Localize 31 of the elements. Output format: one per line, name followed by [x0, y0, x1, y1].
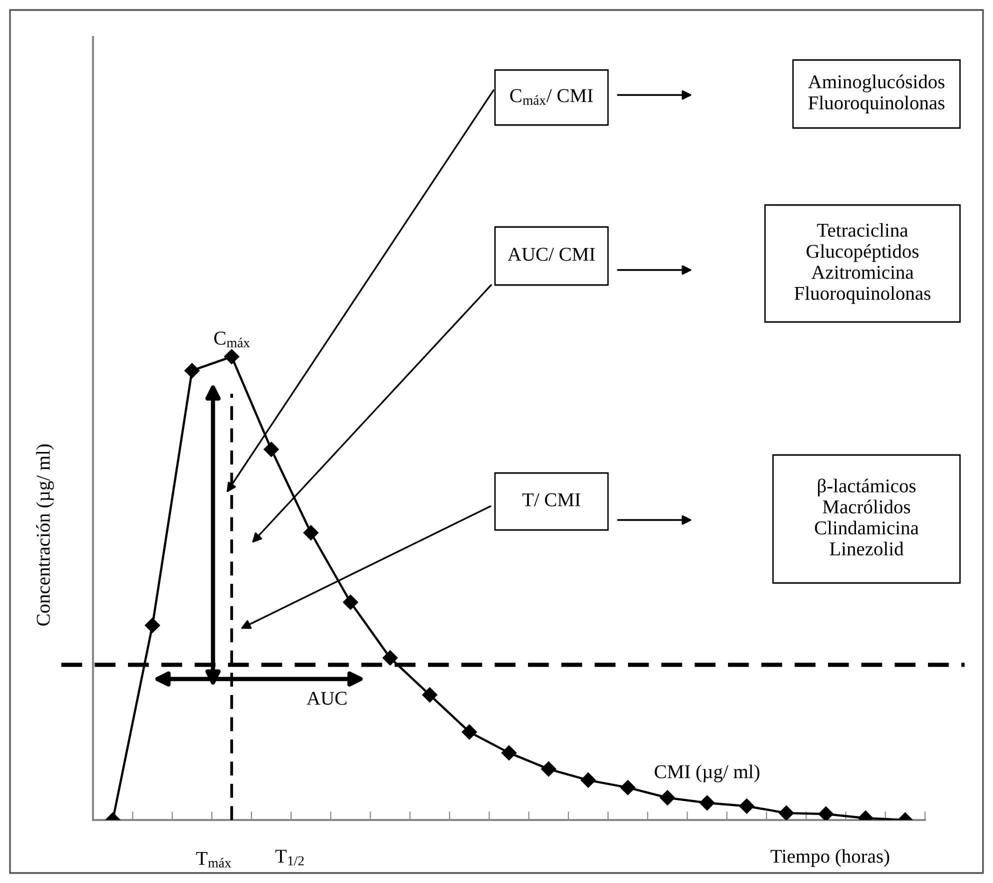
- annotation: T/ CMI: [522, 493, 580, 506]
- y-axis-title: Concentración (µg/ ml): [36, 444, 54, 626]
- ref-line-label: CMI (µg/ ml): [654, 764, 760, 782]
- text: C$_{máx}$/ CMI: [510, 89, 593, 105]
- point: [342, 594, 358, 610]
- point: [541, 761, 556, 777]
- point: [224, 349, 240, 364]
- text: C$_{máx}$: [214, 332, 250, 348]
- x-axis-title: Tiempo (horas): [770, 849, 890, 867]
- point: [303, 525, 318, 540]
- point: [462, 724, 477, 740]
- text: AUC/ CMI: [508, 248, 595, 261]
- point: [382, 650, 398, 666]
- annotation: β-lactámicos Macrólidos Clindamicina Linezolid: [814, 478, 919, 556]
- text: T$_{1/2}$: [275, 850, 304, 866]
- text: Aminoglucósidos Fluoroquinolonas: [808, 74, 944, 114]
- point: [580, 772, 596, 788]
- point: [778, 805, 794, 820]
- text: Tetraciclina Glucopéptidos Azitromicina Fluoroquinolonas: [794, 223, 930, 304]
- point: [264, 442, 279, 457]
- annotation: AUC: [306, 692, 346, 705]
- point: [144, 618, 160, 633]
- point: [422, 687, 438, 702]
- point: [501, 745, 517, 760]
- text: T$_{máx}$: [196, 852, 232, 868]
- point: [700, 795, 715, 810]
- point: [739, 798, 754, 814]
- point: [660, 790, 676, 806]
- point: [620, 780, 636, 796]
- point: [818, 806, 834, 820]
- point: [184, 363, 200, 378]
